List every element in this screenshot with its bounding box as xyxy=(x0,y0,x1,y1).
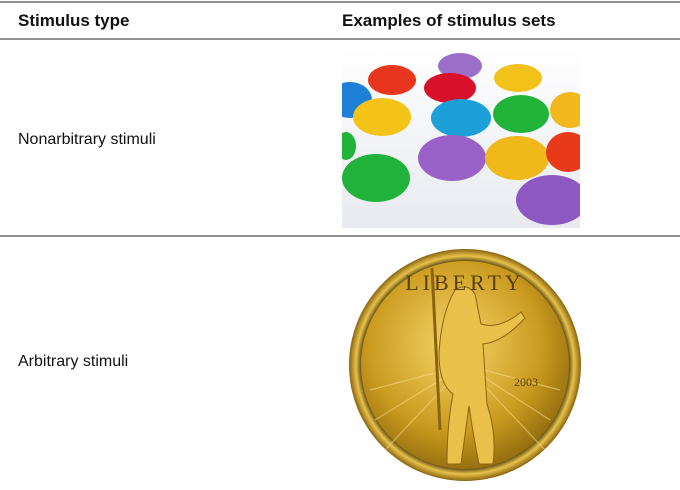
coin-year: 2003 xyxy=(514,375,538,389)
row-label: Arbitrary stimuli xyxy=(18,353,128,370)
candy-image xyxy=(342,48,580,228)
header-cell: Stimulus type xyxy=(18,11,129,30)
row-label: Nonarbitrary stimuli xyxy=(18,131,156,148)
coin-inscription: LIBERTY xyxy=(405,270,525,295)
coin-image: LIBERTY 2003 xyxy=(349,249,581,481)
header-cell: Examples of stimulus sets xyxy=(342,11,556,30)
